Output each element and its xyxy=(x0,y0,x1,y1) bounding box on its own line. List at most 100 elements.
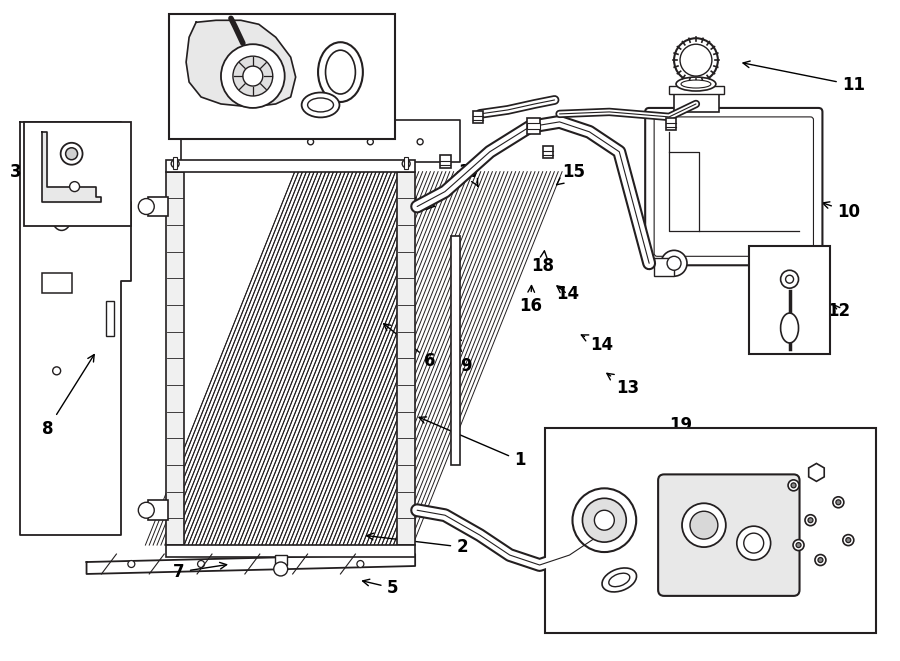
Circle shape xyxy=(780,270,798,288)
Circle shape xyxy=(233,56,273,96)
Bar xyxy=(23,122,131,227)
Circle shape xyxy=(198,561,204,568)
Bar xyxy=(749,247,831,354)
Circle shape xyxy=(846,537,850,543)
Text: 17: 17 xyxy=(655,163,679,186)
Circle shape xyxy=(805,515,816,525)
Circle shape xyxy=(786,275,794,283)
Text: 16: 16 xyxy=(519,286,542,315)
Polygon shape xyxy=(186,20,296,107)
Text: 21: 21 xyxy=(585,459,608,479)
Ellipse shape xyxy=(308,98,334,112)
Text: 5: 5 xyxy=(363,579,398,597)
Circle shape xyxy=(53,367,60,375)
Bar xyxy=(666,118,676,130)
Bar xyxy=(404,157,409,169)
Circle shape xyxy=(243,66,263,86)
Circle shape xyxy=(796,543,801,547)
Text: 23: 23 xyxy=(309,82,338,101)
Bar xyxy=(169,15,395,139)
Bar xyxy=(166,160,415,172)
Bar xyxy=(674,94,719,112)
Ellipse shape xyxy=(302,93,339,118)
Text: 11: 11 xyxy=(743,61,865,94)
Bar xyxy=(440,155,451,168)
Circle shape xyxy=(594,510,615,530)
Bar xyxy=(669,86,724,94)
Bar xyxy=(544,428,877,633)
Circle shape xyxy=(836,500,841,505)
Circle shape xyxy=(357,561,364,568)
Ellipse shape xyxy=(326,50,356,94)
Polygon shape xyxy=(809,463,824,481)
Text: 14: 14 xyxy=(581,335,613,354)
Circle shape xyxy=(815,555,826,566)
Bar xyxy=(148,500,168,520)
Text: 19: 19 xyxy=(670,416,693,434)
Circle shape xyxy=(417,139,423,145)
Circle shape xyxy=(667,256,681,270)
Bar xyxy=(397,172,415,545)
Text: 3: 3 xyxy=(10,163,48,180)
Text: 15: 15 xyxy=(556,163,585,185)
Circle shape xyxy=(139,502,154,518)
Circle shape xyxy=(367,139,374,145)
Circle shape xyxy=(139,198,154,214)
Bar xyxy=(451,237,460,465)
Text: 12: 12 xyxy=(827,302,850,320)
Circle shape xyxy=(818,557,823,563)
Text: 6: 6 xyxy=(383,324,436,370)
Text: 18: 18 xyxy=(409,196,435,214)
FancyBboxPatch shape xyxy=(645,108,823,265)
Text: 7: 7 xyxy=(174,563,227,581)
Circle shape xyxy=(66,148,77,160)
Bar xyxy=(41,273,72,293)
Circle shape xyxy=(743,533,764,553)
Circle shape xyxy=(682,503,725,547)
Text: 24: 24 xyxy=(338,41,364,64)
Bar xyxy=(148,196,168,217)
Text: 13: 13 xyxy=(607,373,639,397)
Polygon shape xyxy=(86,554,415,574)
Circle shape xyxy=(60,143,83,165)
Circle shape xyxy=(221,44,284,108)
Text: 9: 9 xyxy=(455,335,472,375)
Ellipse shape xyxy=(318,42,363,102)
Bar xyxy=(106,301,114,336)
Circle shape xyxy=(572,488,636,552)
Circle shape xyxy=(69,182,79,192)
Circle shape xyxy=(737,526,770,560)
Circle shape xyxy=(674,38,718,82)
Text: 17: 17 xyxy=(458,163,482,186)
Bar xyxy=(526,118,540,134)
Bar xyxy=(472,111,483,123)
Circle shape xyxy=(788,480,799,491)
Ellipse shape xyxy=(51,202,72,231)
Ellipse shape xyxy=(676,77,716,91)
Text: 2: 2 xyxy=(366,533,468,556)
Text: 8: 8 xyxy=(42,354,94,438)
Polygon shape xyxy=(20,122,131,535)
FancyBboxPatch shape xyxy=(654,117,814,256)
Ellipse shape xyxy=(602,568,636,592)
Text: 1: 1 xyxy=(419,417,526,469)
Circle shape xyxy=(808,518,813,523)
Bar xyxy=(166,172,184,545)
Circle shape xyxy=(690,511,718,539)
Text: 14: 14 xyxy=(556,285,579,303)
FancyBboxPatch shape xyxy=(658,475,799,596)
Circle shape xyxy=(791,483,796,488)
Bar xyxy=(274,555,287,565)
Text: 22: 22 xyxy=(176,83,217,101)
Bar xyxy=(543,146,553,158)
Bar xyxy=(526,123,540,129)
Circle shape xyxy=(308,139,313,145)
Circle shape xyxy=(277,561,284,568)
Circle shape xyxy=(128,561,135,568)
Ellipse shape xyxy=(780,313,798,343)
Bar xyxy=(794,258,814,276)
Circle shape xyxy=(274,562,288,576)
Text: 18: 18 xyxy=(531,251,554,275)
Ellipse shape xyxy=(681,80,711,88)
Bar xyxy=(166,545,415,557)
